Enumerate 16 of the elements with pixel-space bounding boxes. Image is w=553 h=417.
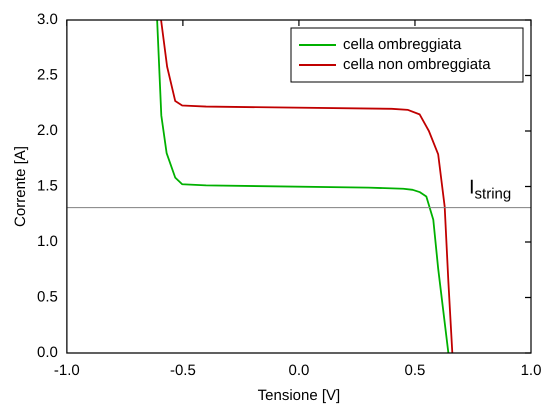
y-tick-label: 2.0 xyxy=(36,122,58,140)
y-tick-label: 3.0 xyxy=(36,11,58,28)
x-tick-label: -0.5 xyxy=(170,362,196,380)
x-tick-label: -1.0 xyxy=(54,362,80,380)
x-tick-label: 0.0 xyxy=(288,362,310,380)
y-tick-label: 0.0 xyxy=(36,344,58,362)
legend-label: cella ombreggiata xyxy=(343,36,462,54)
y-tick-label: 0.5 xyxy=(36,288,58,306)
y-tick-label: 1.5 xyxy=(36,178,58,195)
y-tick-label: 1.0 xyxy=(36,233,58,250)
legend-label: cella non ombreggiata xyxy=(343,56,492,74)
x-tick-label: 0.5 xyxy=(404,362,426,380)
y-tick-label: 2.5 xyxy=(36,66,58,84)
x-axis-title: Tensione [V] xyxy=(258,387,340,404)
x-tick-label: 1.0 xyxy=(520,362,542,380)
y-axis-title: Corrente [A] xyxy=(12,146,30,227)
